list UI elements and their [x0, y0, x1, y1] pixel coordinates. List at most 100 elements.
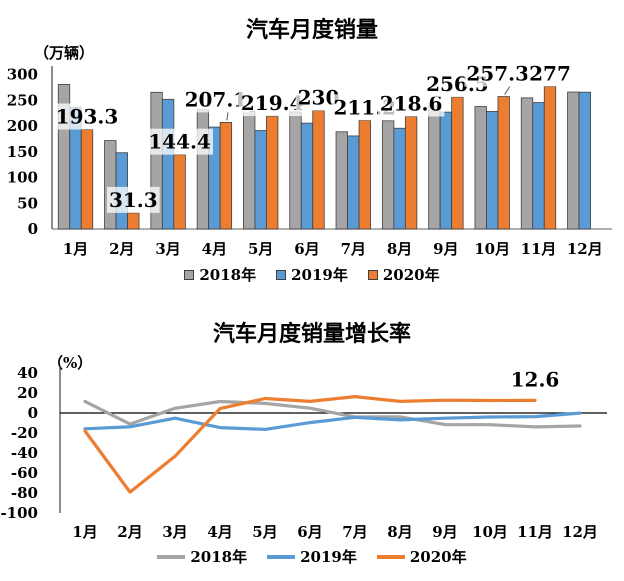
legend-square-swatch-2020年: [367, 269, 378, 280]
bar-2020年-1月: [80, 129, 94, 230]
bar-chart-y-unit-label: （万辆）: [34, 44, 95, 62]
y-tick-label: -100: [0, 504, 38, 522]
y-tick-label: 0: [28, 404, 38, 422]
x-tick-label: 8月: [387, 523, 412, 541]
bar-2019年-10月: [486, 111, 499, 230]
x-tick-label: 8月: [387, 240, 412, 258]
line-chart-plot: 40 20 0 -20 -40 -60 -80 -100 1月 2月 3月 4月 5月 6月 7月 8月 9月 1…: [0, 364, 607, 541]
bar-2020年-3月: [173, 154, 186, 230]
legend-item-2019年: 2019年: [267, 546, 357, 567]
x-tick-label: 11月: [517, 523, 553, 541]
y-tick-label: -60: [11, 464, 38, 482]
legend-item-2020年: 2020年: [367, 264, 440, 285]
bar-2020年-7月: [358, 119, 371, 230]
legend-label: 2019年: [300, 548, 357, 566]
y-tick-label: -40: [11, 444, 38, 462]
bar-chart-title: 汽车月度销量: [245, 17, 378, 43]
bar-chart-plot: 300 250 200 150 100 50 0 1月 2月 3月 4月 5月 6月 7月 8月 9月 10月 1…: [7, 60, 612, 258]
label-leader-line: [504, 86, 511, 95]
x-tick-label: 12月: [562, 523, 598, 541]
bar-2018年-5月: [243, 110, 256, 230]
data-label-5月: 219.4: [241, 91, 304, 115]
x-tick-label: 9月: [433, 240, 458, 258]
bar-2018年-6月: [289, 111, 302, 230]
y-tick-label: -20: [11, 424, 38, 442]
bar-2019年-6月: [300, 122, 314, 230]
x-tick-label: 1月: [63, 240, 88, 258]
data-label-bg: [527, 60, 573, 87]
y-tick-label: 20: [17, 384, 38, 402]
bar-2020年-11月: [543, 86, 557, 230]
bar-2020年-5月: [266, 115, 279, 230]
x-tick-label: 10月: [472, 523, 508, 541]
x-tick-label: 9月: [432, 523, 457, 541]
bar-2018年-12月: [567, 91, 580, 230]
data-label-bg: [106, 186, 160, 213]
data-label-bg: [182, 86, 250, 113]
x-tick-label: 6月: [294, 240, 319, 258]
x-tick-label: 2月: [117, 523, 142, 541]
legend-square-swatch-2019年: [276, 269, 287, 280]
x-tick-label: 3月: [155, 240, 180, 258]
bar-2018年-10月: [474, 106, 487, 230]
x-tick-label: 1月: [72, 523, 97, 541]
data-label-10月: 257.3: [466, 62, 529, 86]
bar-2018年-4月: [196, 109, 210, 230]
bar-2020年-6月: [312, 110, 325, 230]
data-label-bg: [146, 128, 213, 155]
x-tick-label: 7月: [342, 523, 367, 541]
y-tick-label: 250: [7, 91, 38, 109]
y-tick-label: 100: [7, 169, 38, 187]
line-chart-legend: 2018年 2019年 2020年: [0, 546, 624, 567]
bar-chart-legend: 2018年 2019年 2020年: [0, 264, 624, 285]
data-label-bg: [53, 103, 121, 130]
legend-line-swatch-2018年: [157, 554, 186, 559]
x-tick-label: 2月: [109, 240, 134, 258]
bar-2020年-4月: [219, 122, 233, 230]
bar-2018年-8月: [381, 120, 395, 230]
line-2018年: [83, 399, 582, 429]
legend-item-2020年: 2020年: [376, 546, 467, 567]
y-tick-label: 300: [7, 66, 38, 84]
legend-label: 2020年: [382, 266, 440, 284]
bar-2020年-8月: [404, 116, 418, 230]
label-leader-line: [226, 112, 229, 121]
legend-label: 2020年: [409, 548, 467, 566]
legend-item-2019年: 2019年: [276, 264, 348, 285]
line-2020年: [83, 394, 537, 494]
data-label-3月: 144.4: [148, 130, 211, 154]
bar-2019年-9月: [439, 111, 453, 230]
bar-2018年-7月: [335, 131, 348, 230]
bar-2020年-2月: [127, 212, 140, 230]
y-tick-label: 40: [17, 364, 38, 382]
x-tick-label: 7月: [341, 240, 366, 258]
line-chart-y-unit-label: （%）: [48, 354, 93, 372]
data-label-bg: [238, 90, 306, 117]
x-tick-label: 12月: [567, 240, 603, 258]
legend-label: 2019年: [291, 266, 348, 284]
bar-2018年-11月: [520, 97, 534, 230]
x-tick-label: 6月: [297, 523, 322, 541]
legend-item-2018年: 2018年: [184, 264, 256, 285]
y-tick-label: 0: [28, 220, 38, 238]
legend-line-swatch-2020年: [376, 554, 405, 559]
line-chart-title: 汽车月度销量增长率: [212, 321, 411, 347]
y-tick-label: -80: [11, 484, 38, 502]
line-2019年: [83, 411, 582, 432]
line-end-label: 12.6: [511, 367, 560, 391]
x-tick-label: 3月: [162, 523, 187, 541]
data-label-4月: 207.1: [185, 87, 248, 111]
legend-label: 2018年: [190, 548, 248, 566]
bar-2019年-5月: [254, 130, 267, 230]
bar-2019年-11月: [532, 102, 545, 230]
legend-square-swatch-2018年: [184, 269, 195, 280]
x-tick-label: 4月: [202, 240, 227, 258]
bar-2019年-7月: [347, 135, 360, 230]
bar-2018年-2月: [104, 140, 117, 230]
data-label-2月: 31.3: [109, 188, 158, 212]
legend-item-2018年: 2018年: [157, 546, 247, 567]
data-label-bg: [464, 60, 532, 87]
y-tick-label: 150: [7, 143, 38, 161]
y-tick-label: 200: [7, 117, 38, 135]
